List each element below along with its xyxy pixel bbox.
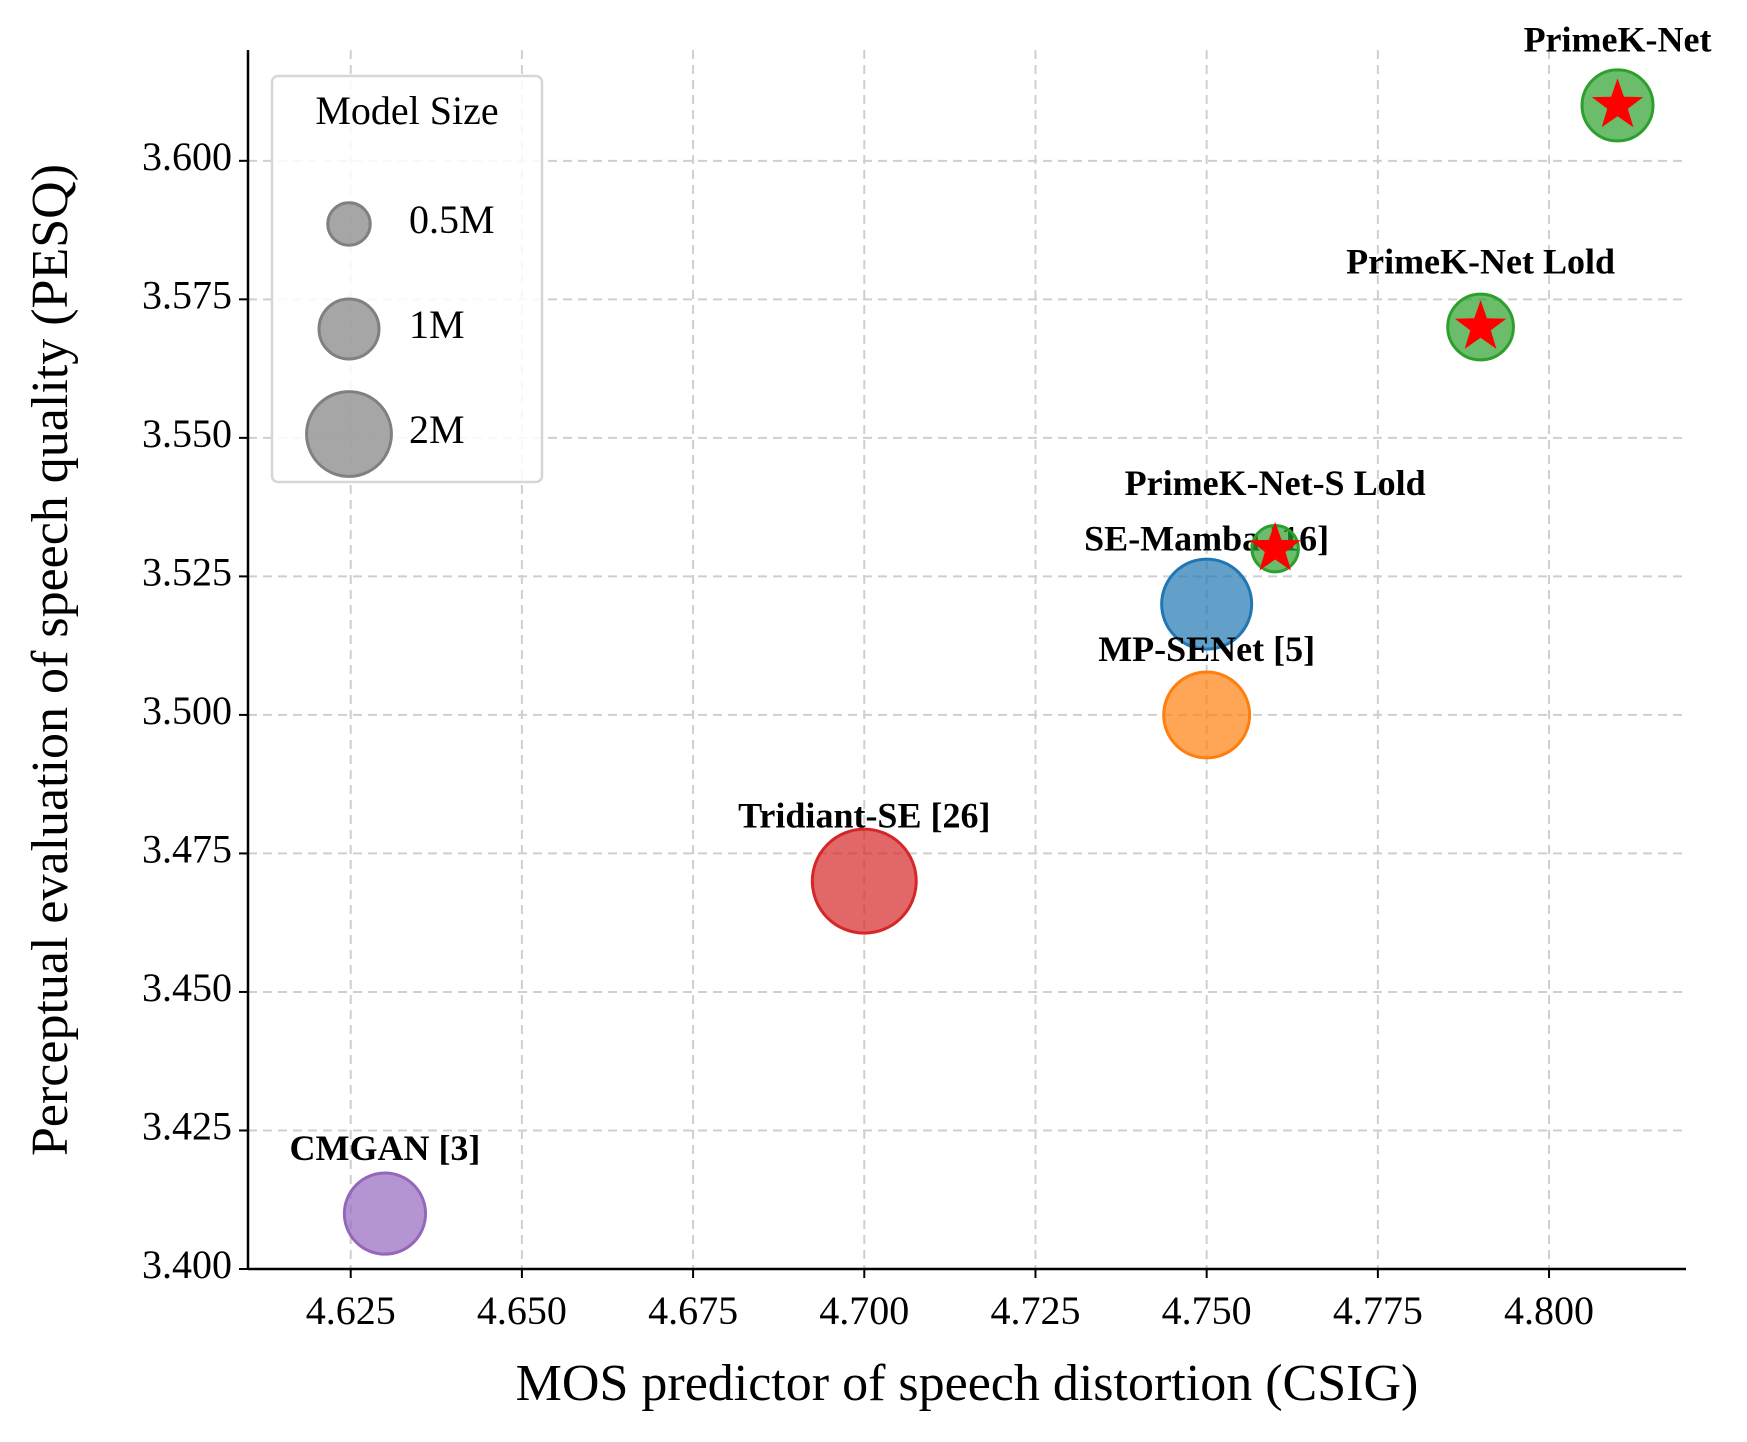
y-tick-label: 3.575 [142, 273, 232, 318]
y-tick-label: 3.475 [142, 827, 232, 872]
x-tick-label: 4.775 [1333, 1288, 1423, 1333]
y-tick-label: 3.400 [142, 1242, 232, 1287]
point-label: PrimeK-Net [1524, 20, 1712, 60]
x-tick-label: 4.750 [1162, 1288, 1252, 1333]
legend-title: Model Size [315, 88, 498, 133]
legend-marker [326, 201, 372, 247]
x-tick-label: 4.650 [477, 1288, 567, 1333]
y-tick-label: 3.600 [142, 134, 232, 179]
y-tick-label: 3.525 [142, 550, 232, 595]
y-tick-label: 3.450 [142, 965, 232, 1010]
legend-marker [317, 297, 381, 361]
point-label: CMGAN [3] [289, 1128, 480, 1168]
legend-label: 0.5M [409, 197, 495, 242]
point-label: MP-SENet [5] [1098, 629, 1315, 669]
star-marker [1249, 521, 1301, 571]
point-label: Tridiant-SE [26] [738, 795, 990, 835]
legend-box [270, 74, 544, 484]
bubble [1162, 670, 1252, 760]
bubble [1160, 557, 1254, 651]
bubble [810, 827, 918, 935]
x-tick-label: 4.625 [306, 1288, 396, 1333]
x-tick-label: 4.725 [990, 1288, 1080, 1333]
y-tick-label: 3.500 [142, 688, 232, 733]
x-tick-label: 4.700 [819, 1288, 909, 1333]
star-marker [1454, 300, 1507, 349]
legend-label: 2M [409, 407, 465, 452]
y-tick-label: 3.425 [142, 1104, 232, 1149]
point-label: PrimeK-Net Lold [1346, 241, 1615, 281]
y-tick-label: 3.550 [142, 411, 232, 456]
y-axis-label: Perceptual evaluation of speech quality … [22, 164, 79, 1156]
legend-label: 1M [409, 302, 465, 347]
x-tick-label: 4.800 [1504, 1288, 1594, 1333]
x-axis-label: MOS predictor of speech distortion (CSIG… [516, 1355, 1419, 1412]
x-tick-label: 4.675 [648, 1288, 738, 1333]
star-marker [1591, 78, 1644, 128]
legend-marker [305, 390, 393, 478]
point-label: PrimeK-Net-S Lold [1125, 463, 1426, 503]
bubble [342, 1171, 428, 1256]
